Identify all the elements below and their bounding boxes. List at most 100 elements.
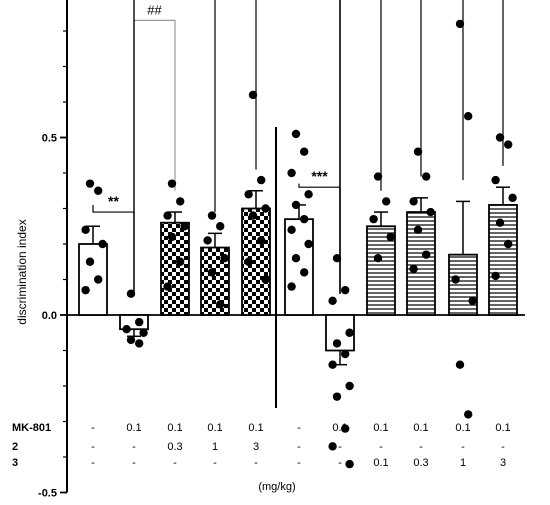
condition-label: 0.1: [126, 422, 141, 434]
data-point: [455, 360, 465, 369]
data-point: [422, 250, 431, 259]
data-point: [126, 335, 136, 345]
data-point: [291, 254, 301, 263]
condition-label: 0.1: [248, 422, 263, 434]
data-point: [341, 285, 350, 295]
data-point: [248, 211, 258, 220]
data-point: [341, 349, 350, 359]
data-point: [85, 179, 95, 188]
data-point: [216, 300, 225, 309]
data-point: [167, 179, 177, 188]
significance-bracket: [339, 0, 504, 294]
data-point: [468, 296, 477, 305]
data-point: [451, 275, 460, 284]
row-header-label: MK-801: [12, 422, 51, 434]
data-point: [491, 271, 500, 281]
data-point: [261, 275, 270, 284]
condition-label: 3: [253, 441, 259, 453]
row-header-label: 3: [12, 457, 18, 469]
data-point: [176, 197, 185, 206]
condition-label: 0.1: [455, 422, 470, 434]
condition-label: -: [91, 457, 95, 469]
condition-label: -: [91, 422, 95, 434]
data-point: [122, 325, 131, 334]
data-point: [341, 424, 350, 433]
data-point: [81, 285, 90, 295]
bar: [448, 253, 478, 316]
condition-label: -: [297, 422, 301, 434]
data-point: [203, 236, 212, 245]
data-point: [504, 140, 513, 149]
condition-label: -: [254, 457, 258, 469]
data-point: [373, 172, 383, 181]
data-point: [369, 214, 378, 224]
significance-label: **: [108, 193, 119, 209]
significance-label: ##: [147, 2, 162, 17]
data-point: [300, 214, 309, 224]
y-tick-label: 0.0: [42, 310, 57, 322]
data-point: [386, 232, 395, 242]
data-point: [332, 392, 342, 401]
axes-layer: -0.50.00.51.0: [38, 0, 525, 500]
condition-label: 0.1: [413, 422, 428, 434]
data-point: [98, 239, 107, 249]
condition-label: 0.1: [167, 422, 182, 434]
data-point: [328, 442, 337, 451]
data-point: [422, 172, 431, 181]
data-point: [304, 190, 313, 199]
data-point: [257, 175, 266, 185]
condition-label: 0.1: [332, 422, 347, 434]
data-point: [126, 289, 136, 298]
condition-label: 0.3: [413, 457, 428, 469]
data-point: [94, 275, 103, 284]
data-point: [345, 381, 354, 391]
data-point: [332, 254, 342, 263]
x-axis-unit-label: (mg/kg): [258, 481, 295, 493]
condition-label: -: [501, 441, 505, 453]
data-point: [257, 236, 266, 245]
data-point: [163, 211, 172, 220]
row-header-label: 2: [12, 441, 18, 453]
bars-layer: [78, 186, 518, 366]
condition-label: 3: [500, 457, 506, 469]
data-point: [304, 239, 313, 249]
significance-bracket: [133, 0, 257, 294]
data-point: [291, 200, 301, 210]
condition-label: -: [338, 457, 342, 469]
data-point: [373, 254, 383, 263]
data-point: [495, 133, 505, 142]
data-point: [287, 168, 296, 178]
data-point: [85, 257, 95, 266]
significance-label: ***: [311, 168, 328, 184]
data-point: [382, 197, 391, 206]
data-point: [287, 225, 296, 234]
condition-label: -: [338, 441, 342, 453]
data-point: [176, 257, 185, 266]
data-point: [135, 339, 144, 348]
data-point: [300, 147, 309, 156]
condition-label: 1: [212, 441, 218, 453]
data-point: [332, 339, 342, 348]
condition-label: -: [91, 441, 95, 453]
data-point: [261, 204, 270, 213]
condition-label: -: [297, 457, 301, 469]
bar: [78, 243, 108, 316]
data-point: [220, 254, 229, 263]
condition-label: 0.1: [373, 457, 388, 469]
data-point: [328, 296, 337, 305]
data-point: [508, 193, 517, 203]
points-layer: [81, 19, 517, 469]
data-point: [216, 222, 225, 231]
condition-label: 0.1: [495, 422, 510, 434]
condition-label: 0.1: [207, 422, 222, 434]
data-point: [244, 257, 253, 266]
data-point: [464, 410, 473, 419]
condition-label: -: [461, 441, 465, 453]
data-point: [135, 317, 144, 327]
data-point: [409, 264, 418, 274]
data-point: [491, 175, 500, 185]
condition-label: 0.3: [167, 441, 182, 453]
y-tick-label: -0.5: [38, 488, 57, 500]
